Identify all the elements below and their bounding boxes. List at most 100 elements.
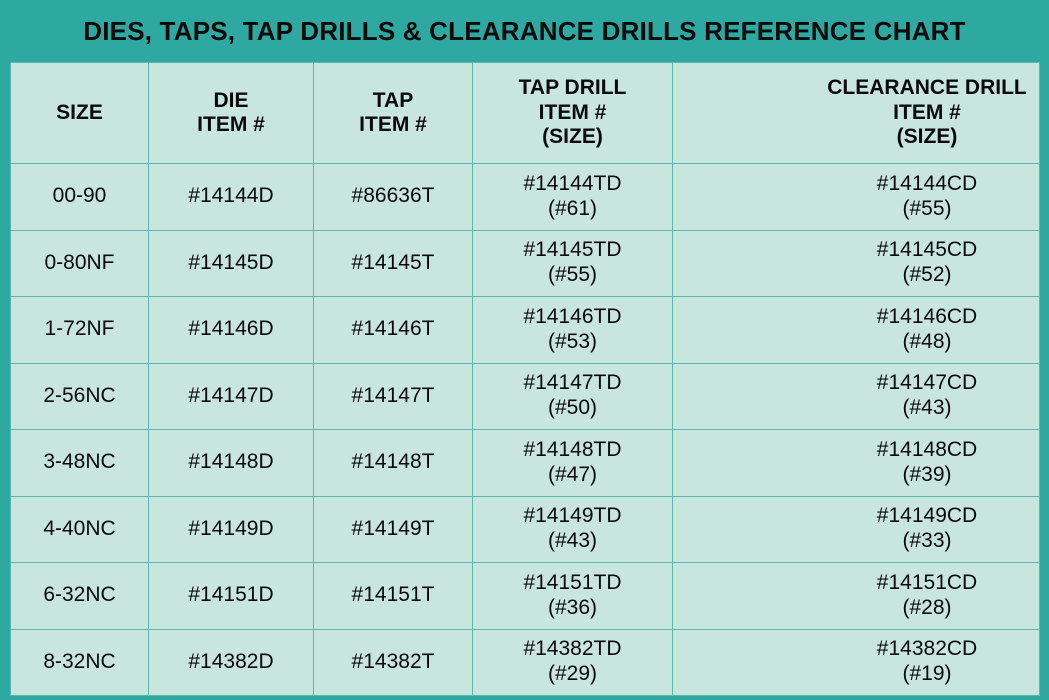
cell-size-value: 3-48NC — [43, 450, 116, 474]
cell-die-item-value: #14149D — [188, 516, 274, 540]
table-row: 0-80NF #14145D #14145T #14145TD (#55) #14145C… — [10, 229, 1040, 297]
cell-tap-drill-item: #14147TD — [523, 371, 622, 395]
cell-clearance-drill-item: #14147CD — [876, 371, 978, 395]
cell-clearance-drill: #14144CD (#55) — [672, 163, 1040, 231]
cell-die-item: #14151D — [148, 562, 314, 630]
cell-tap-item: #14149T — [313, 495, 473, 563]
cell-clearance-drill-inner: #14151CD (#28) — [677, 571, 1049, 621]
cell-tap-drill: #14147TD (#50) — [472, 362, 673, 430]
column-header-tap-drill-line2: ITEM # — [538, 100, 607, 124]
cell-die-item-value: #14145D — [188, 250, 274, 274]
cell-tap-drill-item: #14148TD — [523, 437, 622, 461]
cell-tap-item-value: #14146T — [351, 317, 435, 341]
cell-die-item: #14147D — [148, 362, 314, 430]
column-header-die-line2: ITEM # — [197, 113, 265, 136]
table-header: SIZE DIE ITEM # TAP ITEM # TAP DRILL ITE… — [10, 62, 1040, 164]
cell-tap-drill: #14144TD (#61) — [472, 163, 673, 231]
column-header-clearance-line2: ITEM # — [893, 100, 961, 124]
cell-clearance-drill-inner: #14145CD (#52) — [677, 238, 1049, 288]
cell-tap-item-value: #14145T — [351, 250, 435, 274]
cell-tap-item: #14145T — [313, 229, 473, 297]
cell-die-item-value: #14146D — [188, 317, 274, 341]
cell-tap-item-value: #86636T — [351, 184, 435, 208]
cell-size: 4-40NC — [10, 495, 149, 563]
cell-clearance-drill-inner: #14147CD (#43) — [677, 371, 1049, 421]
table-row: 1-72NF #14146D #14146T #14146TD (#53) #14146C… — [10, 296, 1040, 364]
cell-clearance-drill-inner: #14149CD (#33) — [677, 504, 1049, 554]
cell-clearance-drill: #14147CD (#43) — [672, 362, 1040, 430]
cell-clearance-drill-item: #14148CD — [876, 437, 978, 461]
cell-tap-drill: #14149TD (#43) — [472, 495, 673, 563]
column-header-die-item: DIE ITEM # — [148, 62, 314, 164]
table-row: 00-90 #14144D #86636T #14144TD (#61) #14144CD… — [10, 163, 1040, 231]
cell-clearance-drill: #14382CD (#19) — [672, 628, 1040, 696]
column-header-size-line1: SIZE — [56, 100, 103, 124]
cell-size: 0-80NF — [10, 229, 149, 297]
cell-size-value: 6-32NC — [43, 583, 116, 607]
cell-tap-item: #14146T — [313, 296, 473, 364]
column-header-clearance-line1: CLEARANCE DRILL — [827, 76, 1027, 100]
column-header-die-line1: DIE — [213, 88, 249, 112]
cell-tap-item-value: #14149T — [351, 516, 435, 540]
column-header-clearance-line3: (SIZE) — [896, 125, 958, 149]
cell-size-value: 00-90 — [52, 184, 107, 208]
cell-clearance-drill: #14149CD (#33) — [672, 495, 1040, 563]
column-header-tap-drill-item: TAP DRILL ITEM # (SIZE) — [472, 62, 673, 164]
cell-die-item: #14148D — [148, 429, 314, 497]
cell-clearance-drill-size: (#43) — [902, 396, 952, 420]
cell-clearance-drill: #14151CD (#28) — [672, 562, 1040, 630]
cell-die-item-value: #14382D — [188, 649, 274, 673]
cell-tap-item: #14382T — [313, 628, 473, 696]
cell-die-item-value: #14144D — [188, 184, 274, 208]
cell-clearance-drill: #14148CD (#39) — [672, 429, 1040, 497]
cell-tap-drill: #14146TD (#53) — [472, 296, 673, 364]
cell-size: 2-56NC — [10, 362, 149, 430]
cell-clearance-drill-inner: #14146CD (#48) — [677, 305, 1049, 355]
cell-die-item: #14146D — [148, 296, 314, 364]
cell-clearance-drill: #14146CD (#48) — [672, 296, 1040, 364]
cell-clearance-drill-size: (#39) — [902, 462, 952, 486]
cell-tap-drill-size: (#50) — [547, 396, 598, 420]
cell-tap-item: #14148T — [313, 429, 473, 497]
table-body: 00-90 #14144D #86636T #14144TD (#61) #14144CD… — [10, 163, 1040, 696]
column-header-tap-line2: ITEM # — [359, 113, 427, 136]
title-band: DIES, TAPS, TAP DRILLS & CLEARANCE DRILL… — [0, 0, 1049, 62]
table-frame: SIZE DIE ITEM # TAP ITEM # TAP DRILL ITE… — [10, 62, 1040, 696]
cell-tap-drill: #14151TD (#36) — [472, 562, 673, 630]
column-header-tap-drill-line3: (SIZE) — [542, 125, 603, 149]
column-header-clearance-drill-item: CLEARANCE DRILL ITEM # (SIZE) — [672, 62, 1040, 164]
cell-die-item: #14149D — [148, 495, 314, 563]
cell-clearance-drill-item: #14144CD — [876, 171, 978, 195]
cell-size: 00-90 — [10, 163, 149, 231]
cell-clearance-drill-item: #14149CD — [876, 504, 978, 528]
table-row: 2-56NC #14147D #14147T #14147TD (#50) #14147C… — [10, 362, 1040, 430]
cell-tap-drill: #14382TD (#29) — [472, 628, 673, 696]
cell-die-item: #14382D — [148, 628, 314, 696]
cell-size-value: 1-72NF — [44, 317, 115, 341]
cell-clearance-drill-item: #14151CD — [876, 570, 978, 594]
cell-die-item-value: #14147D — [188, 383, 274, 407]
column-header-tap-drill-line1: TAP DRILL — [518, 76, 627, 100]
cell-tap-drill-size: (#36) — [547, 595, 598, 619]
cell-clearance-drill-item: #14146CD — [876, 304, 978, 328]
cell-size-value: 2-56NC — [43, 383, 116, 407]
table-row: 8-32NC #14382D #14382T #14382TD (#29) #14382C… — [10, 628, 1040, 696]
cell-die-item-value: #14151D — [188, 583, 274, 607]
cell-clearance-drill-size: (#28) — [902, 595, 952, 619]
column-header-tap-line1: TAP — [372, 88, 414, 112]
cell-die-item: #14144D — [148, 163, 314, 231]
column-header-size: SIZE — [10, 62, 149, 164]
reference-table: SIZE DIE ITEM # TAP ITEM # TAP DRILL ITE… — [10, 62, 1040, 696]
header-row: SIZE DIE ITEM # TAP ITEM # TAP DRILL ITE… — [10, 62, 1040, 164]
cell-clearance-drill-size: (#52) — [902, 263, 952, 287]
cell-tap-item-value: #14147T — [351, 383, 435, 407]
cell-tap-item: #86636T — [313, 163, 473, 231]
cell-size: 3-48NC — [10, 429, 149, 497]
column-header-clearance-inner: CLEARANCE DRILL ITEM # (SIZE) — [677, 76, 1049, 149]
cell-tap-item-value: #14148T — [351, 450, 435, 474]
cell-clearance-drill-size: (#55) — [902, 196, 952, 220]
cell-tap-drill-size: (#55) — [547, 263, 598, 287]
cell-tap-drill: #14145TD (#55) — [472, 229, 673, 297]
cell-clearance-drill-size: (#19) — [902, 662, 952, 686]
